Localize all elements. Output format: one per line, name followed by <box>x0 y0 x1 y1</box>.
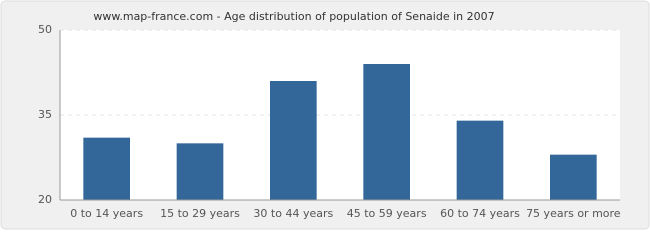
x-tick-label: 60 to 74 years <box>440 207 520 220</box>
bar <box>176 143 224 200</box>
y-tick-label: 20 <box>38 193 52 206</box>
bar <box>83 137 130 200</box>
y-tick-label: 35 <box>38 108 52 121</box>
x-tick-label: 30 to 44 years <box>253 207 333 220</box>
bar <box>270 81 317 200</box>
bar <box>456 120 504 200</box>
x-tick-label: 0 to 14 years <box>70 207 143 220</box>
x-tick-label: 15 to 29 years <box>160 207 240 220</box>
x-tick-label: 75 years or more <box>526 207 621 220</box>
bar <box>363 64 410 200</box>
chart: www.map-france.com - Age distribution of… <box>0 0 650 230</box>
bar <box>550 154 597 200</box>
x-tick-label: 45 to 59 years <box>347 207 427 220</box>
y-tick-label: 50 <box>38 23 52 36</box>
page: {"chart_data": {"type": "bar", "title": … <box>0 0 650 230</box>
chart-title: www.map-france.com - Age distribution of… <box>93 10 494 23</box>
